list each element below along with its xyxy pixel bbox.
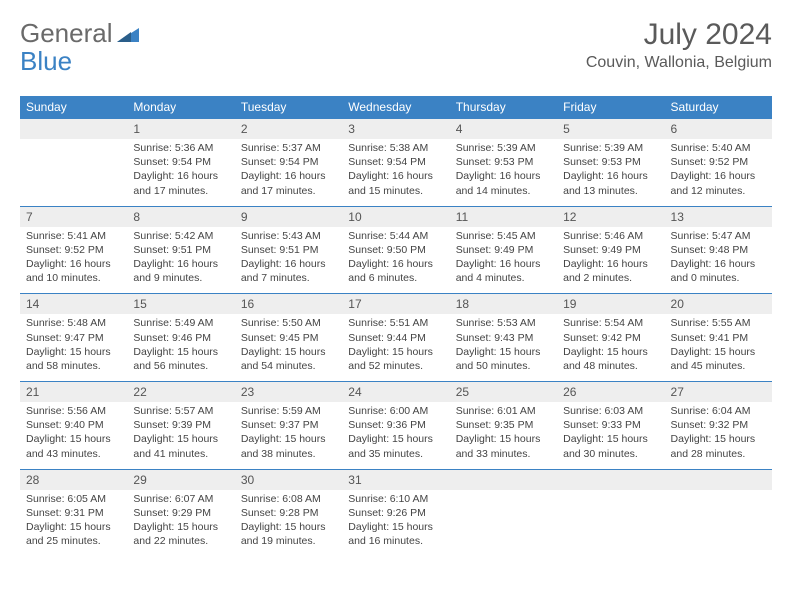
day-number-cell: 23	[235, 382, 342, 403]
day-number-cell: 6	[665, 119, 772, 140]
weekday-header-row: SundayMondayTuesdayWednesdayThursdayFrid…	[20, 96, 772, 119]
day-number-row: 78910111213	[20, 206, 772, 227]
day-detail-cell: Sunrise: 5:45 AMSunset: 9:49 PMDaylight:…	[450, 227, 557, 294]
day-number-cell: 21	[20, 382, 127, 403]
month-title: July 2024	[586, 18, 772, 52]
day-detail-cell: Sunrise: 5:40 AMSunset: 9:52 PMDaylight:…	[665, 139, 772, 206]
day-number-cell: 20	[665, 294, 772, 315]
day-detail-cell: Sunrise: 6:04 AMSunset: 9:32 PMDaylight:…	[665, 402, 772, 469]
day-number-cell: 22	[127, 382, 234, 403]
day-number-cell: 12	[557, 206, 664, 227]
day-detail-cell	[20, 139, 127, 206]
day-number-row: 28293031	[20, 469, 772, 490]
day-detail-cell: Sunrise: 6:07 AMSunset: 9:29 PMDaylight:…	[127, 490, 234, 557]
day-detail-cell: Sunrise: 5:46 AMSunset: 9:49 PMDaylight:…	[557, 227, 664, 294]
weekday-header: Monday	[127, 96, 234, 119]
day-detail-cell	[557, 490, 664, 557]
day-detail-row: Sunrise: 5:36 AMSunset: 9:54 PMDaylight:…	[20, 139, 772, 206]
day-detail-cell: Sunrise: 6:01 AMSunset: 9:35 PMDaylight:…	[450, 402, 557, 469]
weekday-header: Friday	[557, 96, 664, 119]
day-number-cell: 11	[450, 206, 557, 227]
day-detail-cell: Sunrise: 5:36 AMSunset: 9:54 PMDaylight:…	[127, 139, 234, 206]
day-detail-cell: Sunrise: 5:39 AMSunset: 9:53 PMDaylight:…	[557, 139, 664, 206]
day-detail-cell	[665, 490, 772, 557]
day-number-cell: 28	[20, 469, 127, 490]
day-number-cell: 27	[665, 382, 772, 403]
day-number-row: 21222324252627	[20, 382, 772, 403]
day-number-cell: 5	[557, 119, 664, 140]
day-detail-cell: Sunrise: 6:03 AMSunset: 9:33 PMDaylight:…	[557, 402, 664, 469]
day-detail-cell: Sunrise: 5:49 AMSunset: 9:46 PMDaylight:…	[127, 314, 234, 381]
day-detail-cell: Sunrise: 5:41 AMSunset: 9:52 PMDaylight:…	[20, 227, 127, 294]
day-number-cell: 1	[127, 119, 234, 140]
weekday-header: Tuesday	[235, 96, 342, 119]
day-detail-cell	[450, 490, 557, 557]
day-number-cell	[665, 469, 772, 490]
day-detail-cell: Sunrise: 5:42 AMSunset: 9:51 PMDaylight:…	[127, 227, 234, 294]
day-detail-cell: Sunrise: 5:59 AMSunset: 9:37 PMDaylight:…	[235, 402, 342, 469]
title-block: July 2024 Couvin, Wallonia, Belgium	[586, 18, 772, 72]
day-number-cell: 10	[342, 206, 449, 227]
day-number-cell: 3	[342, 119, 449, 140]
day-number-row: 123456	[20, 119, 772, 140]
day-number-cell: 19	[557, 294, 664, 315]
day-number-cell: 25	[450, 382, 557, 403]
day-number-cell: 14	[20, 294, 127, 315]
day-detail-cell: Sunrise: 5:53 AMSunset: 9:43 PMDaylight:…	[450, 314, 557, 381]
logo-text-part2: Blue	[20, 46, 72, 77]
day-detail-row: Sunrise: 6:05 AMSunset: 9:31 PMDaylight:…	[20, 490, 772, 557]
day-number-cell: 30	[235, 469, 342, 490]
day-number-cell: 2	[235, 119, 342, 140]
logo-text-part1: General	[20, 18, 113, 49]
day-number-cell	[20, 119, 127, 140]
day-detail-cell: Sunrise: 5:39 AMSunset: 9:53 PMDaylight:…	[450, 139, 557, 206]
location-text: Couvin, Wallonia, Belgium	[586, 54, 772, 72]
day-detail-cell: Sunrise: 6:00 AMSunset: 9:36 PMDaylight:…	[342, 402, 449, 469]
weekday-header: Sunday	[20, 96, 127, 119]
weekday-header: Thursday	[450, 96, 557, 119]
day-detail-cell: Sunrise: 5:57 AMSunset: 9:39 PMDaylight:…	[127, 402, 234, 469]
day-detail-cell: Sunrise: 5:51 AMSunset: 9:44 PMDaylight:…	[342, 314, 449, 381]
day-number-cell	[557, 469, 664, 490]
day-detail-cell: Sunrise: 5:56 AMSunset: 9:40 PMDaylight:…	[20, 402, 127, 469]
day-number-cell	[450, 469, 557, 490]
day-detail-cell: Sunrise: 5:38 AMSunset: 9:54 PMDaylight:…	[342, 139, 449, 206]
day-number-cell: 8	[127, 206, 234, 227]
day-detail-cell: Sunrise: 5:37 AMSunset: 9:54 PMDaylight:…	[235, 139, 342, 206]
day-detail-cell: Sunrise: 6:08 AMSunset: 9:28 PMDaylight:…	[235, 490, 342, 557]
day-detail-cell: Sunrise: 6:05 AMSunset: 9:31 PMDaylight:…	[20, 490, 127, 557]
day-detail-cell: Sunrise: 5:55 AMSunset: 9:41 PMDaylight:…	[665, 314, 772, 381]
day-number-cell: 29	[127, 469, 234, 490]
day-number-cell: 15	[127, 294, 234, 315]
day-detail-cell: Sunrise: 6:10 AMSunset: 9:26 PMDaylight:…	[342, 490, 449, 557]
day-number-cell: 26	[557, 382, 664, 403]
header: General July 2024 Couvin, Wallonia, Belg…	[20, 18, 772, 72]
day-number-cell: 13	[665, 206, 772, 227]
day-number-cell: 18	[450, 294, 557, 315]
day-number-cell: 7	[20, 206, 127, 227]
day-number-row: 14151617181920	[20, 294, 772, 315]
day-number-cell: 24	[342, 382, 449, 403]
logo: General	[20, 18, 141, 49]
day-detail-cell: Sunrise: 5:50 AMSunset: 9:45 PMDaylight:…	[235, 314, 342, 381]
logo-triangle-icon	[117, 18, 139, 49]
day-number-cell: 17	[342, 294, 449, 315]
day-detail-row: Sunrise: 5:48 AMSunset: 9:47 PMDaylight:…	[20, 314, 772, 381]
day-detail-cell: Sunrise: 5:43 AMSunset: 9:51 PMDaylight:…	[235, 227, 342, 294]
day-number-cell: 4	[450, 119, 557, 140]
day-detail-row: Sunrise: 5:41 AMSunset: 9:52 PMDaylight:…	[20, 227, 772, 294]
calendar-table: SundayMondayTuesdayWednesdayThursdayFrid…	[20, 96, 772, 556]
weekday-header: Wednesday	[342, 96, 449, 119]
day-number-cell: 9	[235, 206, 342, 227]
weekday-header: Saturday	[665, 96, 772, 119]
day-number-cell: 16	[235, 294, 342, 315]
day-detail-cell: Sunrise: 5:44 AMSunset: 9:50 PMDaylight:…	[342, 227, 449, 294]
day-detail-row: Sunrise: 5:56 AMSunset: 9:40 PMDaylight:…	[20, 402, 772, 469]
day-detail-cell: Sunrise: 5:54 AMSunset: 9:42 PMDaylight:…	[557, 314, 664, 381]
day-detail-cell: Sunrise: 5:48 AMSunset: 9:47 PMDaylight:…	[20, 314, 127, 381]
day-number-cell: 31	[342, 469, 449, 490]
day-detail-cell: Sunrise: 5:47 AMSunset: 9:48 PMDaylight:…	[665, 227, 772, 294]
